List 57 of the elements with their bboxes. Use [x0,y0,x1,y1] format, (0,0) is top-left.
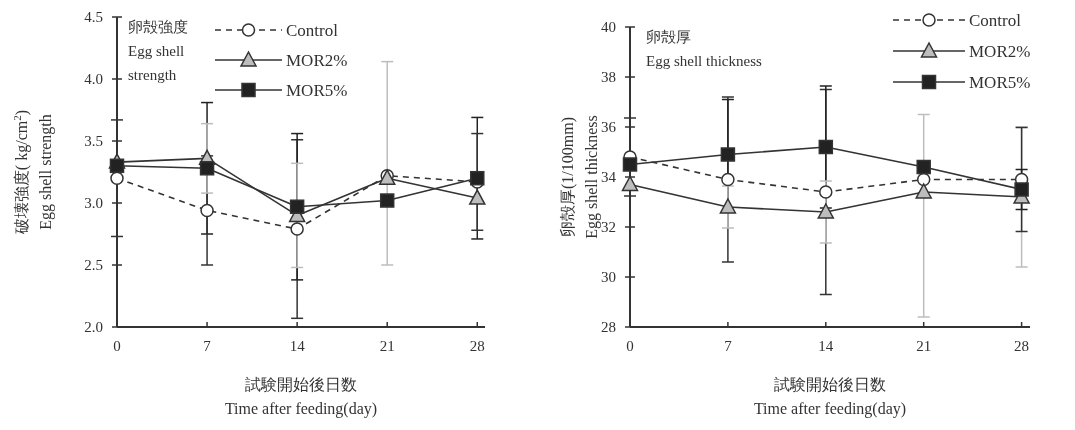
legend-label: MOR2% [286,51,348,70]
y-tick-label: 2.0 [84,319,103,335]
x-tick-label: 0 [113,338,121,354]
x-tick-label: 0 [626,338,634,354]
y-tick-label: 28 [601,319,616,335]
point [915,183,932,199]
y-axis-title: 卵殻厚(1/100mm) Egg shell thickness [559,115,601,239]
point [622,157,638,172]
point [1014,182,1029,197]
point [470,170,485,186]
y-tick-label: 4.5 [84,9,103,25]
point [916,172,931,187]
y-tick-label: 34 [601,169,617,185]
y-tick-label: 4.0 [84,71,103,87]
y-tick-label: 3.0 [84,195,103,211]
x-tick-label: 21 [379,338,395,354]
x-tick-label: 7 [724,338,733,354]
point [110,171,124,185]
point [720,147,736,162]
x-tick-label: 14 [289,338,306,354]
x-tick-label: 14 [818,338,834,354]
x-tick-label: 28 [1014,338,1030,354]
x-axis-title: 試験開始後日数 Time after feeding(day) [753,376,907,418]
x-axis-title: 試験開始後日数 Time after feeding(day) [224,376,378,418]
x-tick-label: 28 [469,338,485,354]
point [109,158,125,174]
text: Egg shell strength [128,43,185,83]
point [199,161,215,176]
chart-title: 卵殻厚 [646,29,691,45]
y-tick-label: 32 [601,219,616,235]
point [621,175,639,192]
point [819,185,833,199]
point [469,189,486,205]
y-tick-label: 38 [601,69,616,85]
chart-title: 卵殻強度 [128,19,188,35]
point [818,139,834,155]
y-tick-label: 36 [601,119,617,135]
y-tick-label: 40 [601,19,616,35]
y-tick-label: 30 [601,269,616,285]
point [721,172,735,187]
text: Egg shell thickness [646,53,762,69]
y-tick-label: 2.5 [84,257,103,273]
point [379,193,395,208]
x-tick-label: 7 [203,338,212,354]
legend-label: MOR5% [969,73,1031,92]
point [817,203,835,219]
legend-label: MOR2% [969,42,1031,61]
point [289,199,305,214]
x-tick-label: 21 [916,338,932,354]
y-tick-label: 3.5 [84,133,103,149]
legend-label: MOR5% [286,81,348,100]
point [290,222,304,236]
point [200,203,214,218]
legend-label: Control [969,11,1022,30]
point [916,159,931,175]
legend-label: Control [286,21,339,40]
point [719,198,737,214]
